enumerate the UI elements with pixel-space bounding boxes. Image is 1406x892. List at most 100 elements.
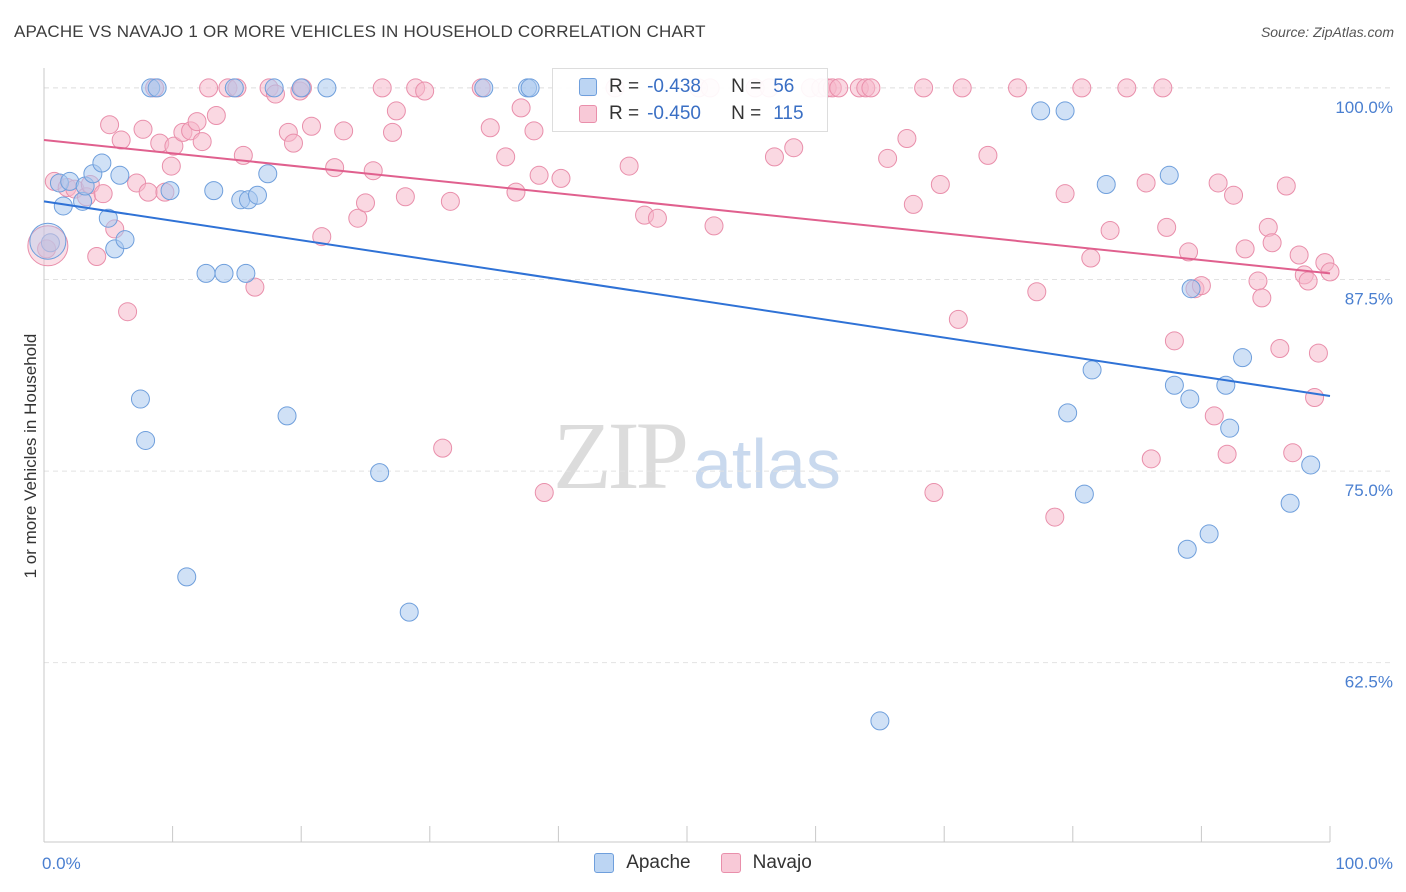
navajo-point [496,147,516,167]
navajo-point [878,148,898,168]
y-tick-label: 87.5% [1345,290,1393,309]
navajo-point [551,168,571,188]
navajo-point [1305,388,1325,408]
navajo-point [440,191,460,211]
apache-point [1180,389,1200,409]
navajo-point [87,247,107,267]
apache-point [98,208,118,228]
y-axis-label: 1 or more Vehicles in Household [21,334,40,579]
apache-point [1199,524,1219,544]
source-credit: Source: ZipAtlas.com [1260,24,1394,40]
apache-point [160,181,180,201]
navajo-point [978,145,998,165]
apache-point [1164,375,1184,395]
apache-point [399,602,419,622]
apache-point [1301,455,1321,475]
navajo-legend-label: Navajo [752,852,812,873]
apache-point [264,78,284,98]
navajo-point [161,156,181,176]
navajo-point [764,147,784,167]
navajo-swatch [579,105,597,123]
axes [43,68,1331,843]
navajo-legend-swatch [720,853,741,873]
trend-lines [43,139,1331,397]
navajo-point [93,184,113,204]
navajo-point [133,119,153,139]
y-tick-label: 62.5% [1345,673,1393,692]
navajo-point [704,216,724,236]
apache-point [40,233,60,253]
apache-r-label: R = [609,76,640,97]
navajo-n-value: 115 [773,103,804,124]
navajo-point [312,227,332,247]
data-points [27,78,1340,731]
navajo-point [325,158,345,178]
apache-r-value: -0.438 [647,76,701,97]
navajo-point [861,78,881,98]
apache-point [177,567,197,587]
correlation-legend: R = -0.438 N = 56 R = -0.450 N = 115 [552,68,828,132]
navajo-point [383,122,403,142]
apache-point [370,463,390,483]
watermark-zip: ZIP [553,402,689,509]
navajo-point [1141,449,1161,469]
apache-point [1082,360,1102,380]
navajo-point [1136,173,1156,193]
apache-point [136,430,156,450]
apache-point [1055,101,1075,121]
navajo-point [433,438,453,458]
navajo-r-value: -0.450 [647,103,701,124]
navajo-point [924,483,944,503]
apache-point [1159,165,1179,185]
navajo-point [1081,248,1101,268]
navajo-point [1248,271,1268,291]
navajo-n-label: N = [731,103,762,124]
navajo-point [619,156,639,176]
navajo-point [784,138,804,158]
apache-point [196,263,216,283]
navajo-point [506,182,526,202]
navajo-point [118,302,138,322]
apache-point [247,185,267,205]
navajo-point [1153,78,1173,98]
apache-point [92,153,112,173]
axis-labels: 62.5% 75.0% 87.5% 100.0% 0.0% 100.0% 1 or more… [21,98,1393,873]
apache-point [115,230,135,250]
navajo-point [511,98,531,118]
legend-item-navajo: Navajo [720,852,812,874]
navajo-point [1270,338,1290,358]
apache-point [1096,174,1116,194]
apache-point [258,164,278,184]
apache-point-large [29,222,67,260]
apache-point [317,78,337,98]
navajo-point [395,187,415,207]
apache-n-value: 56 [773,76,795,97]
navajo-point [164,136,184,156]
navajo-point [415,81,435,101]
navajo-point [1100,220,1120,240]
navajo-point [1117,78,1137,98]
navajo-point [1262,233,1282,253]
navajo-point [1224,185,1244,205]
navajo-point [187,112,207,132]
navajo-point [1164,331,1184,351]
navajo-point [1027,282,1047,302]
apache-point [1233,348,1253,368]
apache-point [1177,539,1197,559]
apache-point [1074,484,1094,504]
navajo-point [1008,78,1028,98]
navajo-point [192,132,212,152]
navajo-point [386,101,406,121]
apache-point [474,78,494,98]
navajo-point [111,130,131,150]
navajo-point [914,78,934,98]
y-tick-label: 100.0% [1335,98,1393,117]
watermark: ZIP atlas [553,400,841,511]
legend-row-navajo: R = -0.450 N = 115 [579,101,804,127]
apache-point [520,78,540,98]
legend-row-apache: R = -0.438 N = 56 [579,74,794,100]
x-tick-label-min: 0.0% [42,854,81,873]
navajo-point [897,129,917,149]
apache-point [110,165,130,185]
